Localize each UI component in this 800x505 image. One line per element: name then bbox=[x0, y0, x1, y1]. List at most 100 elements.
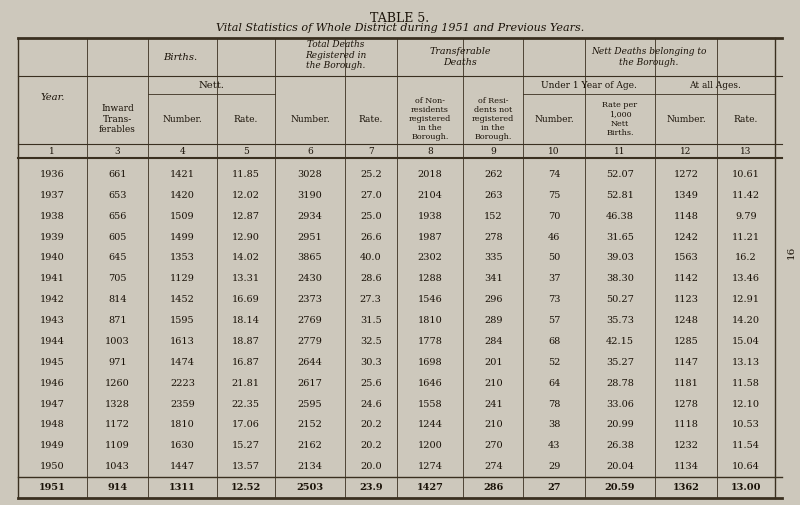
Text: Births.: Births. bbox=[164, 53, 198, 62]
Text: 11.54: 11.54 bbox=[732, 441, 760, 450]
Text: 1940: 1940 bbox=[40, 254, 65, 263]
Text: 1452: 1452 bbox=[170, 295, 195, 304]
Text: 1646: 1646 bbox=[418, 379, 442, 388]
Text: 2503: 2503 bbox=[297, 483, 323, 492]
Text: 27: 27 bbox=[547, 483, 561, 492]
Text: 3865: 3865 bbox=[298, 254, 322, 263]
Text: 1353: 1353 bbox=[170, 254, 195, 263]
Text: 2302: 2302 bbox=[418, 254, 442, 263]
Text: 1328: 1328 bbox=[105, 399, 130, 409]
Text: 1003: 1003 bbox=[105, 337, 130, 346]
Text: 2430: 2430 bbox=[298, 274, 322, 283]
Text: 38: 38 bbox=[548, 421, 560, 429]
Text: 1942: 1942 bbox=[40, 295, 65, 304]
Text: 27.0: 27.0 bbox=[360, 191, 382, 200]
Text: 1147: 1147 bbox=[674, 358, 698, 367]
Text: 1939: 1939 bbox=[40, 233, 65, 241]
Text: 28.6: 28.6 bbox=[360, 274, 382, 283]
Text: 50.27: 50.27 bbox=[606, 295, 634, 304]
Text: 1181: 1181 bbox=[674, 379, 698, 388]
Text: 12.02: 12.02 bbox=[232, 191, 260, 200]
Text: 16.2: 16.2 bbox=[735, 254, 757, 263]
Text: 75: 75 bbox=[548, 191, 560, 200]
Text: Nett Deaths belonging to
the Borough.: Nett Deaths belonging to the Borough. bbox=[591, 47, 707, 67]
Text: 335: 335 bbox=[484, 254, 502, 263]
Text: 1134: 1134 bbox=[674, 462, 698, 471]
Text: 24.6: 24.6 bbox=[360, 399, 382, 409]
Text: 1936: 1936 bbox=[40, 170, 65, 179]
Text: 50: 50 bbox=[548, 254, 560, 263]
Text: 27.3: 27.3 bbox=[360, 295, 382, 304]
Text: 871: 871 bbox=[108, 316, 126, 325]
Text: 20.04: 20.04 bbox=[606, 462, 634, 471]
Text: 13: 13 bbox=[740, 146, 751, 156]
Text: 5: 5 bbox=[243, 146, 249, 156]
Text: 25.2: 25.2 bbox=[360, 170, 382, 179]
Text: 1272: 1272 bbox=[674, 170, 698, 179]
Text: 1420: 1420 bbox=[170, 191, 195, 200]
Text: 2951: 2951 bbox=[298, 233, 322, 241]
Text: 262: 262 bbox=[484, 170, 502, 179]
Text: 64: 64 bbox=[548, 379, 560, 388]
Text: 1810: 1810 bbox=[170, 421, 194, 429]
Text: of Non-
residents
registered
in the
Borough.: of Non- residents registered in the Boro… bbox=[409, 96, 451, 141]
Text: 20.0: 20.0 bbox=[360, 462, 382, 471]
Text: 13.46: 13.46 bbox=[732, 274, 760, 283]
Text: 1941: 1941 bbox=[40, 274, 65, 283]
Text: 1546: 1546 bbox=[418, 295, 442, 304]
Text: 46: 46 bbox=[548, 233, 560, 241]
Text: At all Ages.: At all Ages. bbox=[689, 80, 741, 89]
Text: 1938: 1938 bbox=[418, 212, 442, 221]
Text: 1244: 1244 bbox=[418, 421, 442, 429]
Text: 1950: 1950 bbox=[40, 462, 65, 471]
Text: 605: 605 bbox=[108, 233, 126, 241]
Text: 1129: 1129 bbox=[170, 274, 195, 283]
Text: 11: 11 bbox=[614, 146, 626, 156]
Text: 1123: 1123 bbox=[674, 295, 698, 304]
Text: 274: 274 bbox=[484, 462, 502, 471]
Text: 1043: 1043 bbox=[105, 462, 130, 471]
Text: 40.0: 40.0 bbox=[360, 254, 382, 263]
Text: 1311: 1311 bbox=[169, 483, 196, 492]
Text: 241: 241 bbox=[484, 399, 502, 409]
Text: 1558: 1558 bbox=[418, 399, 442, 409]
Text: 52: 52 bbox=[548, 358, 560, 367]
Text: 20.2: 20.2 bbox=[360, 441, 382, 450]
Text: 2104: 2104 bbox=[418, 191, 442, 200]
Text: Number.: Number. bbox=[290, 115, 330, 124]
Text: 2162: 2162 bbox=[298, 441, 322, 450]
Text: 341: 341 bbox=[484, 274, 502, 283]
Text: 1260: 1260 bbox=[105, 379, 130, 388]
Text: 270: 270 bbox=[484, 441, 502, 450]
Text: Inward
Trans-
ferables: Inward Trans- ferables bbox=[99, 104, 136, 134]
Text: 971: 971 bbox=[108, 358, 126, 367]
Text: 1148: 1148 bbox=[674, 212, 698, 221]
Text: 13.31: 13.31 bbox=[232, 274, 260, 283]
Text: 1945: 1945 bbox=[40, 358, 65, 367]
Text: 661: 661 bbox=[108, 170, 126, 179]
Text: 1810: 1810 bbox=[418, 316, 442, 325]
Text: 1778: 1778 bbox=[418, 337, 442, 346]
Text: 35.27: 35.27 bbox=[606, 358, 634, 367]
Text: 6: 6 bbox=[307, 146, 313, 156]
Text: Number.: Number. bbox=[162, 115, 202, 124]
Text: Nett.: Nett. bbox=[198, 80, 225, 89]
Text: 25.0: 25.0 bbox=[360, 212, 382, 221]
Text: 1: 1 bbox=[50, 146, 55, 156]
Text: 1943: 1943 bbox=[40, 316, 65, 325]
Text: 11.21: 11.21 bbox=[732, 233, 760, 241]
Text: 2373: 2373 bbox=[298, 295, 322, 304]
Text: 1613: 1613 bbox=[170, 337, 195, 346]
Text: 20.99: 20.99 bbox=[606, 421, 634, 429]
Text: 1288: 1288 bbox=[418, 274, 442, 283]
Text: 13.00: 13.00 bbox=[730, 483, 761, 492]
Text: 645: 645 bbox=[108, 254, 126, 263]
Text: 20.59: 20.59 bbox=[605, 483, 635, 492]
Text: 3: 3 bbox=[114, 146, 120, 156]
Text: 1362: 1362 bbox=[673, 483, 699, 492]
Text: 78: 78 bbox=[548, 399, 560, 409]
Text: 14.02: 14.02 bbox=[232, 254, 260, 263]
Text: 263: 263 bbox=[484, 191, 502, 200]
Text: 17.06: 17.06 bbox=[232, 421, 260, 429]
Text: 12.10: 12.10 bbox=[732, 399, 760, 409]
